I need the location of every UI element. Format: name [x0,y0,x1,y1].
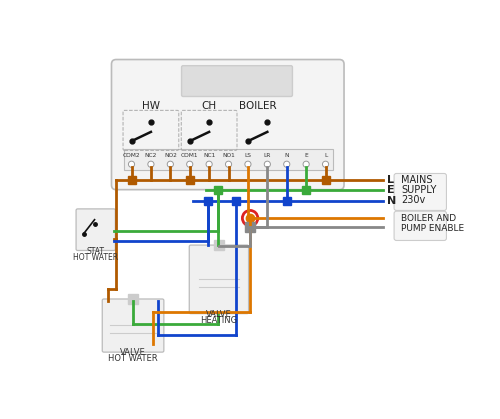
Text: HW: HW [142,101,160,111]
Text: PUMP ENABLE: PUMP ENABLE [401,224,464,233]
Text: HOT WATER: HOT WATER [73,253,118,262]
FancyBboxPatch shape [394,173,446,210]
FancyBboxPatch shape [182,66,292,96]
FancyBboxPatch shape [102,299,164,352]
Text: COM1: COM1 [181,153,198,158]
Text: HEATING: HEATING [200,316,237,325]
Text: LR: LR [264,153,271,158]
Bar [124,149,334,170]
Text: L: L [387,175,394,185]
Text: CH: CH [202,101,216,111]
Text: N: N [387,196,396,206]
Text: E: E [387,186,395,195]
Circle shape [303,161,309,167]
Text: HOT WATER: HOT WATER [108,354,158,363]
Text: STAT: STAT [86,246,104,256]
Text: MAINS: MAINS [401,175,432,185]
Text: 230v: 230v [401,195,425,204]
Circle shape [242,210,258,226]
FancyBboxPatch shape [190,245,248,313]
Text: NC1: NC1 [203,153,215,158]
Circle shape [167,161,173,167]
Text: COM2: COM2 [122,153,140,158]
Text: VALVE: VALVE [120,348,146,357]
Circle shape [245,161,251,167]
FancyBboxPatch shape [112,59,344,190]
Text: BOILER: BOILER [239,101,277,111]
Circle shape [128,161,134,167]
Text: VALVE: VALVE [206,310,232,319]
Text: E: E [304,153,308,158]
FancyBboxPatch shape [394,211,446,241]
Text: LS: LS [244,153,252,158]
Circle shape [264,161,270,167]
Text: NO2: NO2 [164,153,177,158]
Circle shape [322,161,328,167]
Text: BOILER AND: BOILER AND [401,214,456,222]
Circle shape [186,161,193,167]
Text: NO1: NO1 [222,153,235,158]
Text: L: L [324,153,327,158]
Text: N: N [284,153,289,158]
Circle shape [284,161,290,167]
Text: NC2: NC2 [144,153,157,158]
Circle shape [206,161,212,167]
Circle shape [148,161,154,167]
Text: SUPPLY: SUPPLY [401,185,436,195]
Circle shape [226,161,232,167]
FancyBboxPatch shape [76,209,116,251]
